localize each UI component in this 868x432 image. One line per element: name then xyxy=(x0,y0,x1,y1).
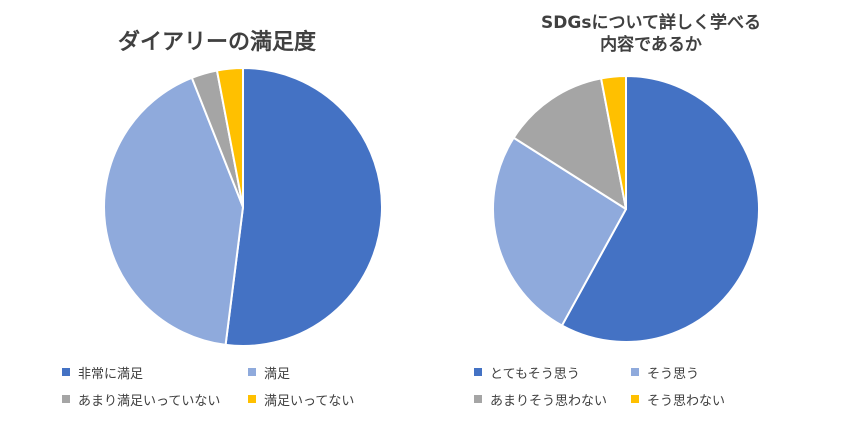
satisfaction-pie-slice-1 xyxy=(103,76,244,346)
legend-swatch xyxy=(474,368,482,376)
sdgs-pie xyxy=(492,75,760,343)
legend-item-agree: そう思う xyxy=(631,363,700,382)
sdgs-legend: とてもそう思う そう思う あまりそう思わない そう思わない xyxy=(434,0,868,432)
sdgs-chart-title: SDGsについて詳しく学べる 内容であるか xyxy=(434,12,868,56)
satisfaction-legend: 非常に満足 満足 あまり満足いっていない 満足いってない xyxy=(62,363,355,409)
legend-swatch xyxy=(474,395,482,403)
legend-label: とてもそう思う xyxy=(490,366,580,382)
legend-item-strongly-agree: とてもそう思う xyxy=(474,363,580,382)
legend-swatch xyxy=(248,395,256,403)
legend-label: 非常に満足 xyxy=(78,366,144,382)
legend-item-disagree: あまりそう思わない xyxy=(474,390,608,409)
sdgs-chart: SDGsについて詳しく学べる 内容であるか とてもそう思う そう思う あまりそう… xyxy=(434,0,868,432)
satisfaction-pie-slice-0 xyxy=(224,67,383,347)
legend-item-satisfied: 満足 xyxy=(248,363,291,382)
legend-swatch xyxy=(248,368,256,376)
sdgs-chart-title-line-2: 内容であるか xyxy=(600,35,702,55)
legend-item-very-satisfied: 非常に満足 xyxy=(62,363,144,382)
sdgs-pie-slice-2 xyxy=(512,77,627,210)
legend-swatch xyxy=(631,368,639,376)
legend-label: あまり満足いっていない xyxy=(78,393,221,409)
legend-label: 満足いってない xyxy=(264,393,355,409)
satisfaction-chart: ダイアリーの満足度 非常に満足 満足 あまり満足いっていない 満足いってない xyxy=(62,30,383,409)
legend-item-not-very-satisfied: あまり満足いっていない xyxy=(62,390,221,409)
satisfaction-chart-title: ダイアリーの満足度 xyxy=(117,30,316,55)
legend-label: あまりそう思わない xyxy=(490,393,608,409)
legend-swatch xyxy=(62,395,70,403)
legend-label: そう思う xyxy=(647,366,700,382)
legend-item-strongly-disagree: そう思わない xyxy=(631,390,726,409)
legend-item-not-satisfied: 満足いってない xyxy=(248,390,355,409)
sdgs-pie-slice-3 xyxy=(600,75,627,210)
sdgs-pie-slice-0 xyxy=(560,75,760,343)
legend-swatch xyxy=(631,395,639,403)
legend-label: 満足 xyxy=(264,366,291,382)
sdgs-chart-title-line-1: SDGsについて詳しく学べる xyxy=(541,13,761,33)
legend-swatch xyxy=(62,368,70,376)
satisfaction-pie xyxy=(103,67,383,347)
sdgs-pie-slice-1 xyxy=(492,136,627,327)
legend-label: そう思わない xyxy=(647,393,726,409)
satisfaction-pie-slice-3 xyxy=(215,67,244,208)
